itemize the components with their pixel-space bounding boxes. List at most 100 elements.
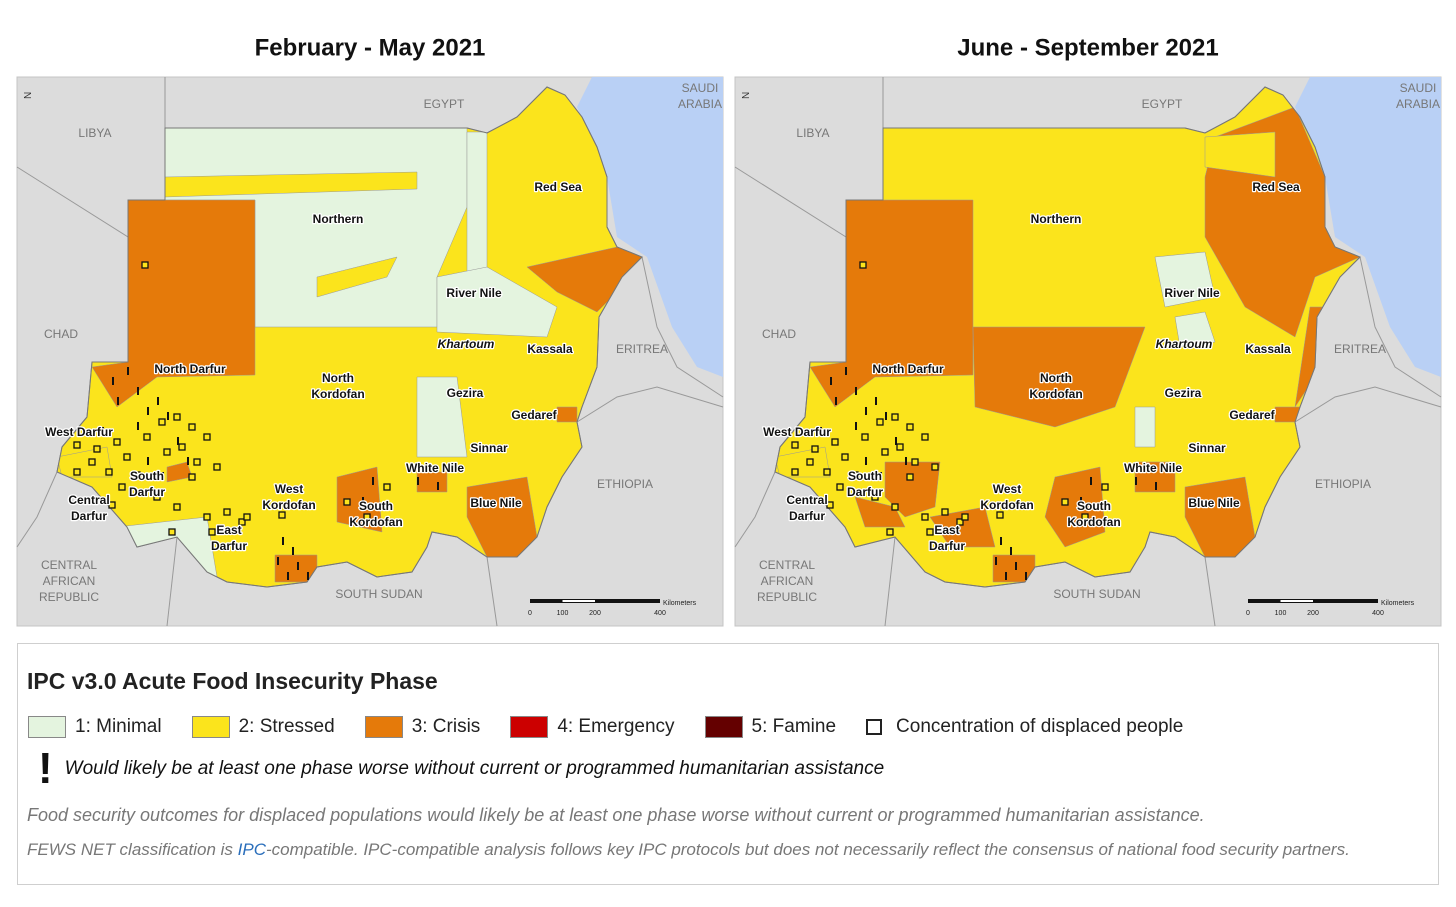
assistance-mark xyxy=(277,557,279,565)
assistance-mark xyxy=(167,412,169,420)
region-label: Darfur xyxy=(847,485,883,499)
displaced-marker xyxy=(896,443,904,451)
border xyxy=(734,166,847,238)
region-label: Blue Nile xyxy=(470,496,522,510)
region-label: South xyxy=(359,499,393,513)
ipc-link[interactable]: IPC xyxy=(237,840,266,859)
region-label: Kordofan xyxy=(1067,515,1120,529)
legend-label: Concentration of displaced people xyxy=(896,716,1184,737)
country-label: REPUBLIC xyxy=(39,590,99,604)
legend-swatch xyxy=(364,716,403,738)
border xyxy=(486,556,498,627)
region-label: Kordofan xyxy=(980,498,1033,512)
displaced-marker xyxy=(996,511,1004,519)
sudan-outline xyxy=(56,86,643,588)
phase-area xyxy=(929,506,996,548)
displaced-marker xyxy=(791,468,799,476)
assistance-mark xyxy=(895,437,897,445)
region-label: Central xyxy=(68,493,109,507)
assistance-mark xyxy=(437,482,439,490)
phase-area xyxy=(416,376,468,458)
assistance-mark xyxy=(855,387,857,395)
assistance-mark xyxy=(1080,497,1082,505)
sudan-outline xyxy=(774,86,1361,588)
border xyxy=(1294,386,1442,423)
legend-item: 4: Emergency xyxy=(510,716,675,738)
phase-area xyxy=(316,256,398,298)
displaced-marker xyxy=(168,528,176,536)
assistance-mark xyxy=(292,547,294,555)
displaced-marker xyxy=(143,433,151,441)
displaced-marker xyxy=(886,528,894,536)
displaced-marker xyxy=(931,463,939,471)
sea xyxy=(1295,77,1441,377)
displaced-marker xyxy=(956,518,964,526)
region-label: River Nile xyxy=(446,286,502,300)
displaced-marker xyxy=(831,438,839,446)
country-label: ERITREA xyxy=(616,342,668,356)
country-label: SAUDI xyxy=(1400,81,1437,95)
assistance-mark xyxy=(1000,537,1002,545)
phase-area xyxy=(884,461,941,518)
region-label: West xyxy=(993,482,1021,496)
assistance-mark xyxy=(995,557,997,565)
region-label: Blue Nile xyxy=(1188,496,1240,510)
legend-item: 1: Minimal xyxy=(28,716,162,738)
region-label: Kassala xyxy=(527,342,573,356)
displaced-marker xyxy=(238,518,246,526)
displaced-marker xyxy=(791,441,799,449)
country-label: ARABIA xyxy=(1396,97,1440,111)
phase-area xyxy=(1174,311,1216,348)
region-label: Central xyxy=(786,493,827,507)
sea xyxy=(577,77,723,377)
displaced-marker xyxy=(223,508,231,516)
displaced-marker xyxy=(921,513,929,521)
country-label: CENTRAL xyxy=(759,558,815,572)
country-label: ERITREA xyxy=(1334,342,1386,356)
displaced-marker xyxy=(876,418,884,426)
classification-note: FEWS NET classification is IPC-compatibl… xyxy=(27,839,1407,860)
displaced-marker xyxy=(841,453,849,461)
displaced-marker xyxy=(861,433,869,441)
displaced-marker xyxy=(88,458,96,466)
country-label: ETHIOPIA xyxy=(1315,477,1371,491)
legend-items: 1: Minimal 2: Stressed 3: Crisis 4: Emergen… xyxy=(28,716,1213,738)
displaced-marker xyxy=(941,508,949,516)
scale-tick: 200 xyxy=(589,610,601,617)
assistance-mark xyxy=(835,397,837,405)
legend-item: Concentration of displaced people xyxy=(866,716,1183,738)
legend-swatch xyxy=(704,716,743,738)
region-label: Red Sea xyxy=(534,180,582,194)
displaced-marker xyxy=(836,483,844,491)
border xyxy=(1359,256,1442,398)
displaced-marker xyxy=(193,458,201,466)
region-label: East xyxy=(934,523,959,537)
country-label: LIBYA xyxy=(78,126,111,140)
displaced-marker xyxy=(123,453,131,461)
displaced-marker xyxy=(133,471,141,479)
displaced-marker xyxy=(911,458,919,466)
scale-tick: 400 xyxy=(654,610,666,617)
scale-bar-seg xyxy=(562,600,595,602)
country-label: CENTRAL xyxy=(41,558,97,572)
region-label: Sinnar xyxy=(470,441,508,455)
phase-area xyxy=(1134,406,1156,448)
region-label: East xyxy=(216,523,241,537)
displaced-marker xyxy=(891,503,899,511)
assistance-mark xyxy=(880,472,882,480)
assistance-mark xyxy=(372,477,374,485)
legend-note: ! Would likely be at least one phase wors… xyxy=(38,744,884,794)
border xyxy=(884,536,896,627)
scale-label: Kilometers xyxy=(1381,600,1415,607)
country-label: SOUTH SUDAN xyxy=(1053,587,1140,601)
region-label: White Nile xyxy=(406,461,464,475)
region-label: Red Sea xyxy=(1252,180,1300,194)
footnote: Food security outcomes for displaced pop… xyxy=(27,805,1205,825)
region-label: Kassala xyxy=(1245,342,1291,356)
north-arrow: N xyxy=(741,92,752,99)
displaced-marker xyxy=(158,418,166,426)
text: -compatible. IPC-compatible analysis fol… xyxy=(266,840,1350,859)
country-label: LIBYA xyxy=(796,126,829,140)
country-label: AFRICAN xyxy=(761,574,814,588)
